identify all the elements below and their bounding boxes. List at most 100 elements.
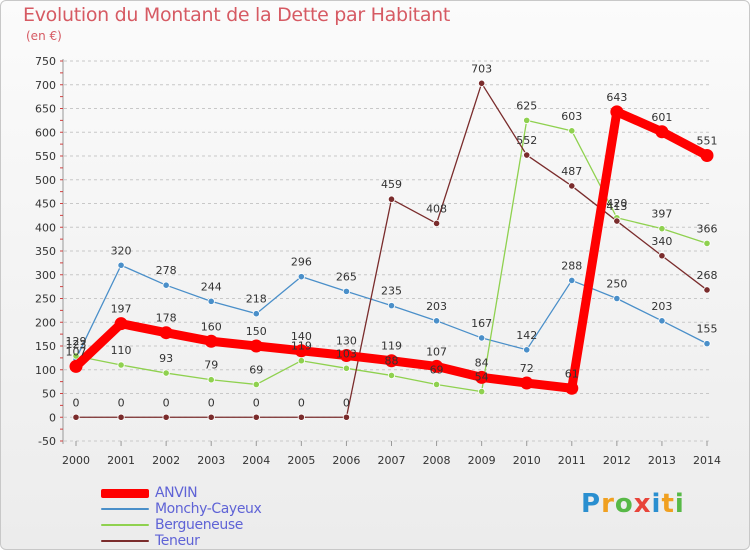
data-point	[114, 317, 128, 331]
data-point	[204, 334, 218, 348]
data-label: 84	[475, 356, 489, 369]
data-point	[207, 297, 215, 305]
data-point	[117, 413, 125, 421]
x-tick-label: 2005	[287, 454, 315, 467]
data-label: 0	[118, 396, 125, 409]
x-tick-label: 2013	[648, 454, 676, 467]
logo-letter: i	[674, 489, 685, 519]
data-point	[385, 354, 398, 368]
legend-label: ANVIN	[155, 485, 198, 501]
data-label: 268	[697, 269, 718, 282]
data-point	[432, 380, 441, 389]
data-point	[252, 380, 260, 389]
data-point	[610, 105, 624, 119]
data-label: 265	[336, 270, 357, 283]
data-point	[523, 346, 531, 354]
data-point	[339, 349, 353, 362]
y-tick-label: 0	[49, 411, 56, 424]
legend-label: Teneur	[155, 533, 200, 549]
logo-letter: o	[614, 489, 634, 519]
data-label: 69	[430, 363, 444, 376]
logo-letter: P	[581, 489, 602, 519]
data-label: 119	[381, 340, 402, 353]
data-point	[565, 381, 579, 395]
data-point	[568, 276, 576, 285]
x-tick-label: 2006	[332, 454, 360, 467]
legend-label: Monchy-Cayeux	[155, 501, 262, 517]
legend-swatch	[101, 508, 149, 510]
data-point	[342, 287, 351, 295]
y-tick-label: 200	[35, 316, 56, 329]
data-point	[658, 225, 666, 233]
data-point	[655, 125, 669, 139]
y-tick-label: 250	[35, 293, 56, 306]
x-tick-label: 2012	[603, 454, 631, 467]
data-label: 459	[381, 178, 402, 191]
data-label: 123	[66, 338, 87, 351]
x-tick-label: 2010	[513, 454, 541, 467]
data-point	[294, 344, 308, 358]
data-label: 625	[516, 99, 537, 112]
data-point	[703, 239, 711, 247]
data-label: 155	[697, 323, 718, 336]
data-label: 0	[343, 396, 350, 409]
data-label: 603	[561, 110, 582, 123]
data-point	[658, 252, 666, 260]
legend-item: Teneur	[101, 533, 261, 549]
data-point	[117, 261, 125, 269]
legend-item: Bergueneuse	[101, 517, 261, 533]
chart-title: Evolution du Montant de la Dette par Hab…	[23, 4, 451, 26]
data-point	[387, 302, 396, 310]
data-label: 0	[73, 396, 80, 409]
data-point	[700, 149, 714, 163]
data-label: 366	[697, 222, 718, 235]
x-tick-label: 2007	[378, 454, 406, 467]
y-tick-label: 650	[35, 103, 56, 116]
data-label: 397	[651, 208, 672, 221]
data-point	[478, 334, 486, 342]
y-tick-label: 50	[42, 388, 56, 401]
data-point	[703, 340, 711, 348]
data-point	[72, 413, 80, 421]
data-label: 150	[246, 325, 267, 338]
data-point	[658, 317, 666, 325]
data-label: 178	[156, 312, 177, 325]
data-label: 408	[426, 202, 447, 215]
data-point	[252, 310, 260, 318]
data-label: 93	[159, 352, 173, 365]
y-tick-label: 100	[35, 364, 56, 377]
logo-letter: x	[633, 489, 652, 519]
legend-swatch	[101, 540, 149, 542]
legend-label: Bergueneuse	[155, 517, 243, 533]
y-tick-label: 550	[35, 150, 56, 163]
data-point	[162, 413, 170, 421]
y-tick-label: 700	[35, 79, 56, 92]
data-label: 203	[651, 300, 672, 313]
data-label: 0	[163, 396, 170, 409]
data-point	[613, 217, 621, 225]
data-label: 340	[651, 235, 672, 248]
data-label: 72	[520, 362, 534, 375]
legend-item: Monchy-Cayeux	[101, 501, 262, 517]
data-label: 140	[291, 330, 312, 343]
data-label: 0	[208, 396, 215, 409]
y-tick-label: 150	[35, 340, 56, 353]
data-label: 235	[381, 285, 402, 298]
data-point	[342, 413, 351, 421]
x-tick-label: 2002	[152, 454, 180, 467]
data-point	[568, 127, 576, 135]
data-label: 643	[606, 91, 627, 104]
legend-swatch	[101, 524, 149, 526]
data-label: 552	[516, 134, 537, 147]
legend-item: ANVIN	[101, 485, 261, 501]
legend-swatch	[101, 488, 149, 498]
data-label: 142	[516, 329, 537, 342]
x-tick-label: 2004	[242, 454, 270, 467]
data-point	[475, 370, 489, 384]
data-point	[207, 376, 215, 384]
data-point	[297, 357, 305, 365]
data-point	[252, 413, 260, 421]
data-label: 703	[471, 62, 492, 75]
data-point	[297, 273, 305, 281]
data-point	[520, 376, 534, 390]
